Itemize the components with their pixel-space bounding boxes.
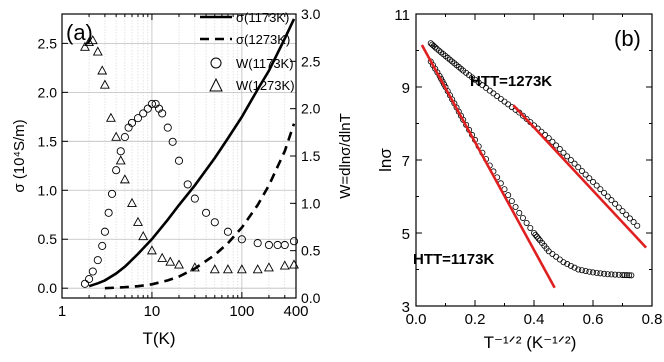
y-right-tick-label: 3.0 [301,6,321,22]
y-right-tick-label: 0.0 [301,290,321,306]
data-point-w1273 [107,114,115,122]
data-point-lnsigma [495,94,500,99]
data-point-lnsigma [635,223,640,228]
x-tick-label: 10 [144,303,161,320]
data-point-lnsigma [513,204,518,209]
data-point-lnsigma [498,96,503,101]
data-point-w1173 [117,148,124,155]
y-axis-title: lnσ [376,148,395,172]
y-left-tick-label: 0.5 [38,231,58,247]
y-left-tick-label: 2.5 [38,35,58,51]
data-point-w1273 [281,261,289,269]
data-point-lnsigma [502,99,507,104]
data-point-w1273 [290,260,298,268]
data-point-w1173 [108,190,115,197]
y-tick-label: 3 [402,299,410,316]
data-point-w1273 [98,66,106,74]
y-left-axis-title: σ (10⁴S/m) [11,119,28,192]
data-point-w1173 [184,181,191,188]
data-point-lnsigma [520,215,525,220]
data-point-lnsigma [587,269,592,274]
data-point-w1173 [164,124,171,131]
y-tick-label: 5 [402,226,410,243]
data-point-lnsigma [491,91,496,96]
y-right-tick-label: 2.0 [301,101,321,117]
panel-b-label: (b) [614,26,641,51]
data-point-lnsigma [524,220,529,225]
y-right-tick-label: 1.0 [301,195,321,211]
data-point-w1273 [112,133,120,141]
data-point-lnsigma [517,210,522,215]
legend-swatch-triangle [210,79,222,91]
y-left-tick-label: 2.0 [38,84,58,100]
data-point-w1173 [125,124,132,131]
x-tick-label: 0.4 [524,311,545,328]
legend-swatch-circle [211,58,221,68]
data-point-w1173 [81,280,88,287]
y-left-tick-label: 0.0 [38,280,58,296]
data-point-w1173 [274,241,281,248]
x-axis-title: T⁻¹ᐟ² (K⁻¹ᐟ²) [484,333,577,352]
legend-label: W(1173K) [236,56,294,71]
data-point-w1173 [254,239,261,246]
data-point-w1173 [169,138,176,145]
data-point-lnsigma [557,257,562,262]
data-point-w1273 [158,254,166,262]
data-point-lnsigma [554,254,559,259]
data-point-w1273 [94,47,102,55]
x-tick-label: 100 [229,303,254,320]
data-point-lnsigma [509,198,514,203]
data-point-w1173 [105,209,112,216]
legend-label: σ(1273K) [236,32,290,47]
y-tick-label: 9 [402,80,410,97]
y-tick-label: 11 [394,7,410,24]
x-tick-label: 0.6 [583,311,604,328]
annotation-1173k: HTT=1173K [413,251,494,268]
y-right-axis-title: W=dlnσ/dlnT [337,113,354,199]
y-left-tick-label: 1.5 [38,133,58,149]
x-tick-label: 1 [58,303,66,320]
data-point-w1173 [94,257,101,264]
x-axis-title: T(K) [142,329,175,348]
y-right-tick-label: 2.5 [301,53,321,69]
annotation-1273k: HTT=1273K [470,73,552,90]
y-right-tick-label: 1.5 [301,148,321,164]
panel-a-label: (a) [66,20,93,45]
data-point-w1273 [128,199,136,207]
data-point-w1273 [253,265,261,273]
y-right-tick-label: 0.5 [301,243,321,259]
series-line-1 [105,124,294,289]
x-tick-label: 0.8 [642,311,663,328]
y-left-tick-label: 1.0 [38,182,58,198]
data-point-lnsigma [579,268,584,273]
data-point-w1273 [166,258,174,266]
legend-label: σ(1173K) [236,10,289,25]
data-point-lnsigma [506,102,511,107]
legend-label: W(1273K) [236,78,295,93]
y-tick-label: 7 [402,153,410,170]
data-point-lnsigma [550,251,555,256]
data-point-w1273 [117,156,125,164]
data-point-lnsigma [583,268,588,273]
fit-line [513,105,646,247]
x-tick-label: 0.2 [465,311,486,328]
panel-a-legend [200,17,232,91]
data-point-lnsigma [528,225,533,230]
data-point-w1173 [89,268,96,275]
